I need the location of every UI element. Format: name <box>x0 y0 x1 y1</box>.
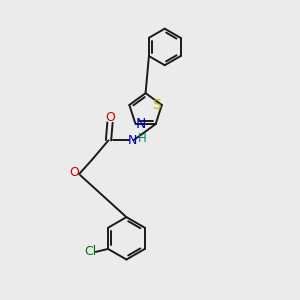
Text: N: N <box>136 117 146 131</box>
Text: N: N <box>128 134 137 147</box>
Text: H: H <box>137 132 146 145</box>
Text: O: O <box>69 166 79 179</box>
Text: O: O <box>105 111 115 124</box>
Text: Cl: Cl <box>84 245 97 258</box>
Text: S: S <box>152 98 161 112</box>
